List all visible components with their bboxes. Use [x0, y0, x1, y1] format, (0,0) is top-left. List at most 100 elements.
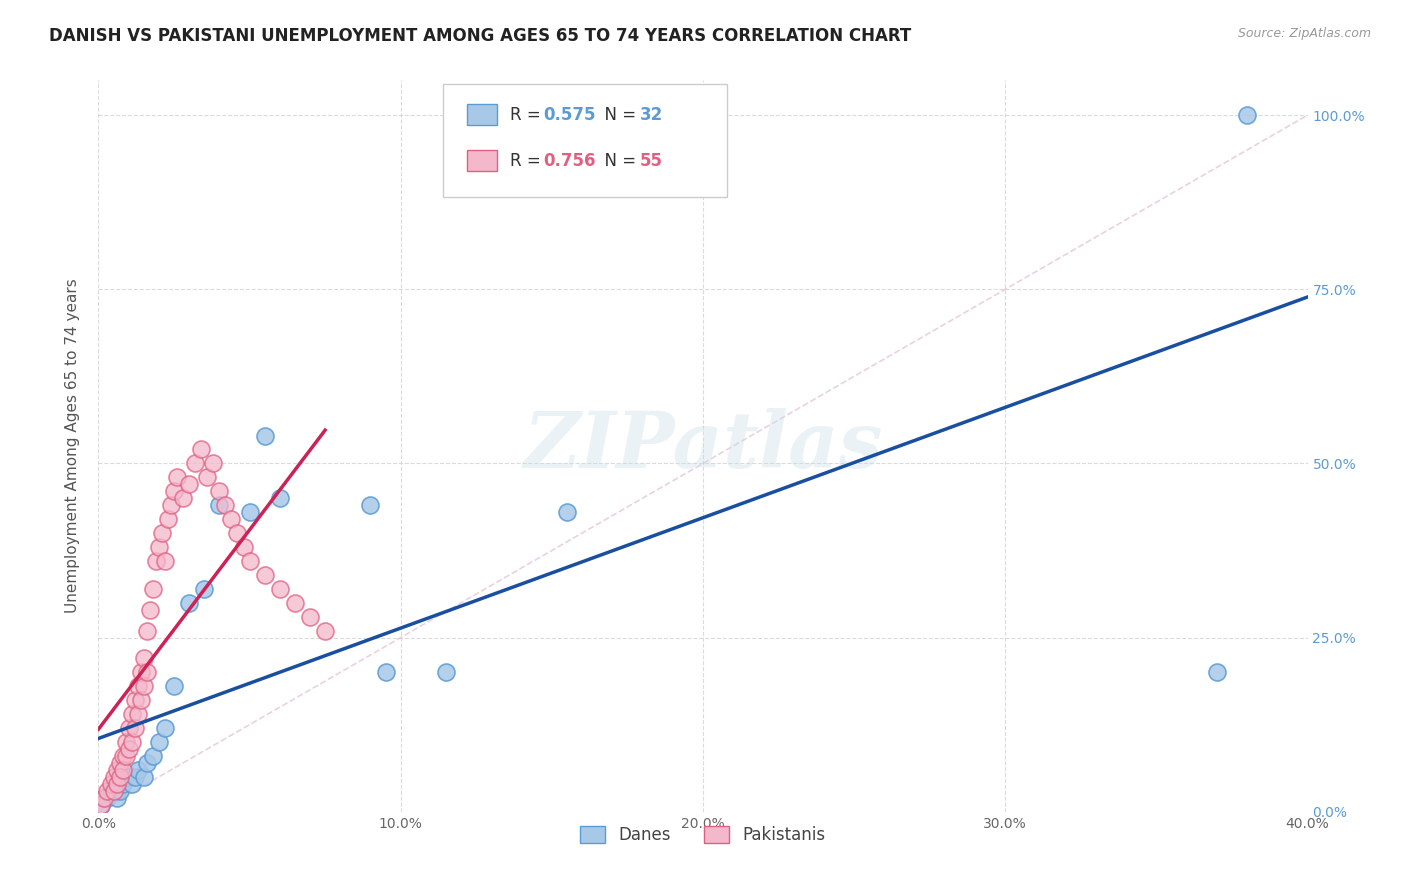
Point [132, 770, 155, 784]
Point [195, 470, 218, 484]
Text: 32: 32 [640, 105, 664, 124]
Point [299, 609, 322, 624]
Point [184, 457, 207, 471]
Point [142, 582, 165, 596]
Point [1206, 665, 1229, 680]
Point [105, 777, 128, 791]
Point [127, 679, 149, 693]
Point [239, 505, 262, 519]
Text: R =: R = [509, 152, 546, 169]
Point [129, 693, 152, 707]
Point [135, 624, 157, 638]
Y-axis label: Unemployment Among Ages 65 to 74 years: Unemployment Among Ages 65 to 74 years [65, 278, 80, 614]
Text: DANISH VS PAKISTANI UNEMPLOYMENT AMONG AGES 65 TO 74 YEARS CORRELATION CHART: DANISH VS PAKISTANI UNEMPLOYMENT AMONG A… [49, 27, 911, 45]
Point [124, 721, 146, 735]
Point [105, 790, 128, 805]
Point [232, 540, 254, 554]
Point [150, 526, 173, 541]
Text: 0.575: 0.575 [543, 105, 596, 124]
Point [253, 567, 276, 582]
Point [142, 749, 165, 764]
Legend: Danes, Pakistanis: Danes, Pakistanis [574, 820, 832, 851]
Point [100, 784, 122, 798]
Point [127, 707, 149, 722]
Point [114, 770, 136, 784]
Point [253, 428, 276, 442]
Point [96, 784, 118, 798]
Point [124, 693, 146, 707]
Point [202, 457, 225, 471]
Point [105, 763, 128, 777]
Point [135, 665, 157, 680]
Text: Source: ZipAtlas.com: Source: ZipAtlas.com [1237, 27, 1371, 40]
Point [103, 770, 125, 784]
Point [111, 763, 134, 777]
Point [118, 721, 141, 735]
Point [118, 742, 141, 756]
Point [105, 777, 128, 791]
Point [139, 603, 162, 617]
Text: N =: N = [595, 152, 641, 169]
Point [90, 797, 112, 812]
Point [121, 735, 143, 749]
Point [153, 721, 176, 735]
Point [132, 651, 155, 665]
Point [103, 784, 125, 798]
Point [121, 777, 143, 791]
Point [124, 770, 146, 784]
Point [314, 624, 336, 638]
Point [193, 582, 215, 596]
Point [360, 498, 382, 512]
Point [208, 484, 231, 499]
Point [153, 554, 176, 568]
Point [114, 749, 136, 764]
Point [1236, 108, 1258, 122]
Point [114, 735, 136, 749]
Point [100, 777, 122, 791]
Point [179, 477, 201, 491]
Point [145, 554, 167, 568]
Text: 55: 55 [640, 152, 664, 169]
Point [434, 665, 457, 680]
Text: ZIPatlas: ZIPatlas [523, 408, 883, 484]
Point [118, 770, 141, 784]
Point [111, 749, 134, 764]
Point [156, 512, 179, 526]
Point [284, 596, 307, 610]
Bar [467, 104, 498, 125]
Point [121, 707, 143, 722]
Point [163, 484, 186, 499]
Point [108, 756, 131, 770]
Point [127, 763, 149, 777]
Point [374, 665, 396, 680]
Point [93, 790, 115, 805]
Point [172, 491, 194, 506]
Point [269, 582, 291, 596]
Point [179, 596, 201, 610]
Point [221, 512, 243, 526]
Point [166, 470, 188, 484]
Point [160, 498, 183, 512]
Point [96, 790, 118, 805]
Bar [467, 151, 498, 171]
Point [269, 491, 291, 506]
Text: R =: R = [509, 105, 546, 124]
Point [226, 526, 249, 541]
Point [103, 784, 125, 798]
Point [148, 540, 170, 554]
FancyBboxPatch shape [443, 84, 727, 197]
Point [111, 777, 134, 791]
Text: 0.756: 0.756 [543, 152, 596, 169]
Point [90, 797, 112, 812]
Point [555, 505, 578, 519]
Point [129, 665, 152, 680]
Point [132, 679, 155, 693]
Point [190, 442, 212, 457]
Point [163, 679, 186, 693]
Point [208, 498, 231, 512]
Text: N =: N = [595, 105, 641, 124]
Point [214, 498, 236, 512]
Point [239, 554, 262, 568]
Point [135, 756, 157, 770]
Point [108, 770, 131, 784]
